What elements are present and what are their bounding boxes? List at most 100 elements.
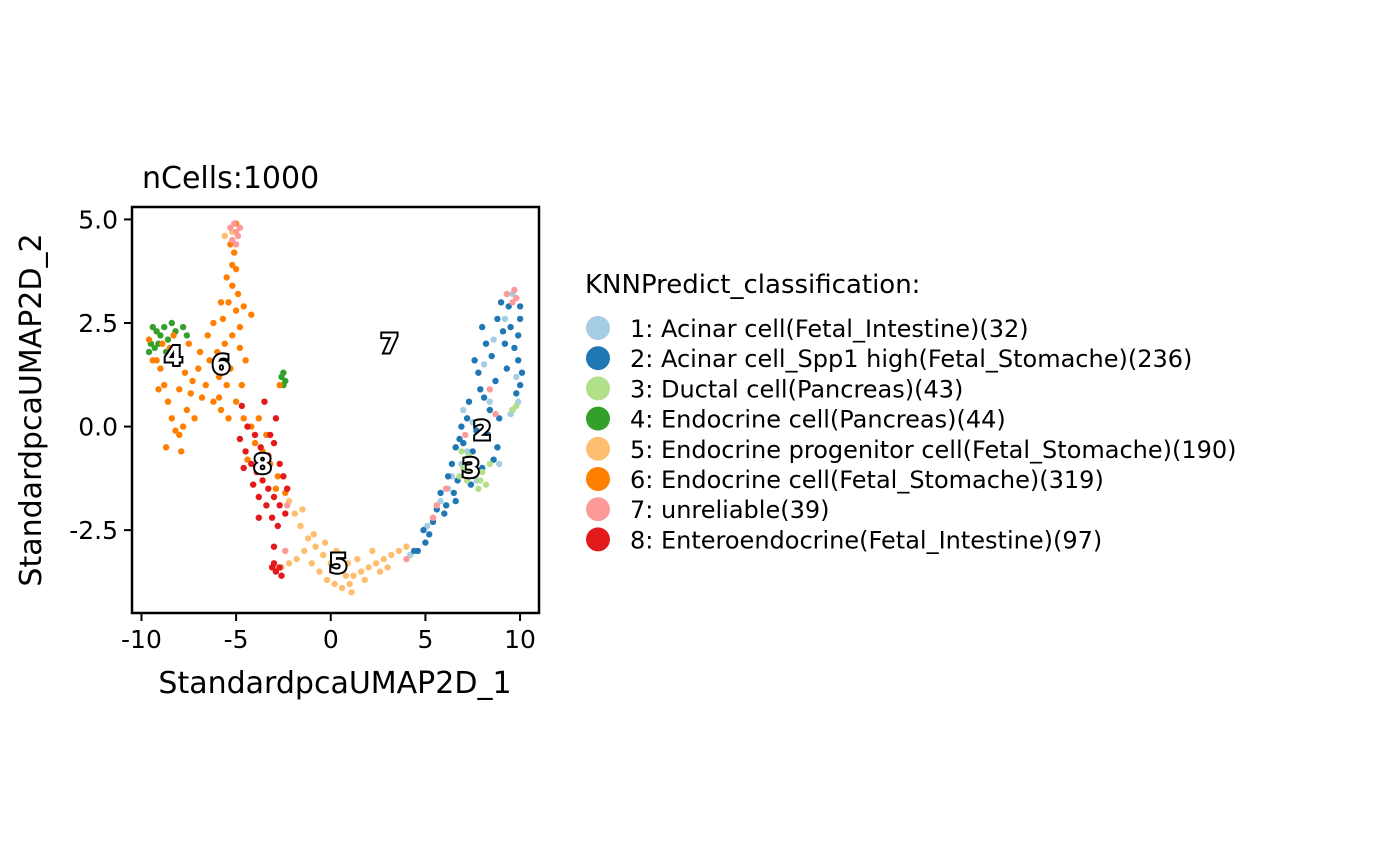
data-point [223,274,230,281]
data-point [350,572,357,579]
data-point [255,493,262,501]
data-point [267,431,274,439]
data-point [513,373,520,381]
data-point [225,299,232,306]
data-point [265,452,272,459]
data-point [492,410,499,418]
data-point [335,568,342,575]
data-point [215,394,223,401]
data-point [145,348,153,356]
data-point [407,551,414,559]
x-axis: -10 -5 0 5 10 [121,613,536,654]
data-point [229,282,236,289]
data-point [191,415,198,422]
data-point [469,419,476,426]
y-tick-label: 0.0 [78,413,118,442]
data-point [157,365,164,372]
data-point [255,415,262,422]
data-point [448,460,456,468]
data-point [354,555,361,563]
data-point [238,381,245,389]
legend-item: 4: Endocrine cell(Pancreas)(44) [586,406,1006,434]
data-point [301,547,308,555]
data-point [433,502,440,509]
points-layer [145,220,526,596]
data-point [234,232,242,240]
data-point [225,415,232,422]
legend-items: 1: Acinar cell(Fetal_Intestine)(32)2: Ac… [586,315,1237,554]
data-point [338,584,346,592]
data-point [467,481,475,488]
data-point [217,406,225,414]
data-point [250,481,257,488]
data-point [151,344,158,352]
data-point [376,568,384,575]
data-point [270,543,278,550]
data-point [503,290,510,298]
data-point [369,547,376,555]
legend-label: 5: Endocrine progenitor cell(Fetal_Stoma… [630,436,1237,464]
data-point [240,464,247,472]
data-point [403,555,410,563]
data-point [145,336,153,343]
series-3 [456,402,520,492]
cluster-label-3: 3 [462,454,480,484]
data-point [270,439,278,447]
data-point [429,514,437,521]
data-point [515,332,522,339]
data-point [422,539,429,546]
data-point [215,373,223,381]
plot-frame [130,205,541,615]
data-point [219,315,227,323]
data-point [280,473,287,480]
legend-swatch [586,467,610,491]
data-point [496,460,503,468]
data-point [242,357,249,364]
y-tick-label: 2.5 [78,309,118,338]
data-point [501,340,509,347]
data-point [221,340,228,347]
data-point [282,547,289,555]
cluster-label-4: 4 [165,342,183,372]
data-point [490,456,497,463]
data-point [159,340,166,347]
data-point [198,394,206,401]
data-point [172,427,179,434]
cluster-label-7: 7 [380,330,398,360]
data-point [496,415,503,422]
series-8 [236,398,291,579]
data-point [268,514,276,521]
data-point [202,381,209,389]
data-point [323,576,331,584]
data-point [516,381,524,389]
data-point [467,468,475,476]
data-point [460,464,467,472]
data-point [253,468,261,476]
data-point [227,224,234,231]
data-point [463,477,471,484]
data-point [272,415,280,422]
data-point [232,398,240,405]
data-point [465,452,473,459]
data-point [274,473,281,480]
legend-swatch [586,497,610,522]
legend-item: 6: Endocrine cell(Fetal_Stomache)(319) [586,466,1104,494]
data-point [513,390,520,397]
x-tick-label: 5 [417,625,433,654]
legend-label: 8: Enteroendocrine(Fetal_Intestine)(97) [630,526,1102,554]
data-point [513,294,520,302]
series-5 [221,228,410,596]
data-point [268,564,276,571]
data-point [410,547,418,555]
data-point [516,315,524,323]
legend-swatch [586,376,610,401]
series-2 [410,299,526,555]
data-point [437,489,444,497]
data-point [244,423,251,430]
data-point [244,456,251,463]
data-point [229,236,236,244]
data-point [348,589,355,596]
data-point [278,373,285,381]
data-point [501,315,509,323]
